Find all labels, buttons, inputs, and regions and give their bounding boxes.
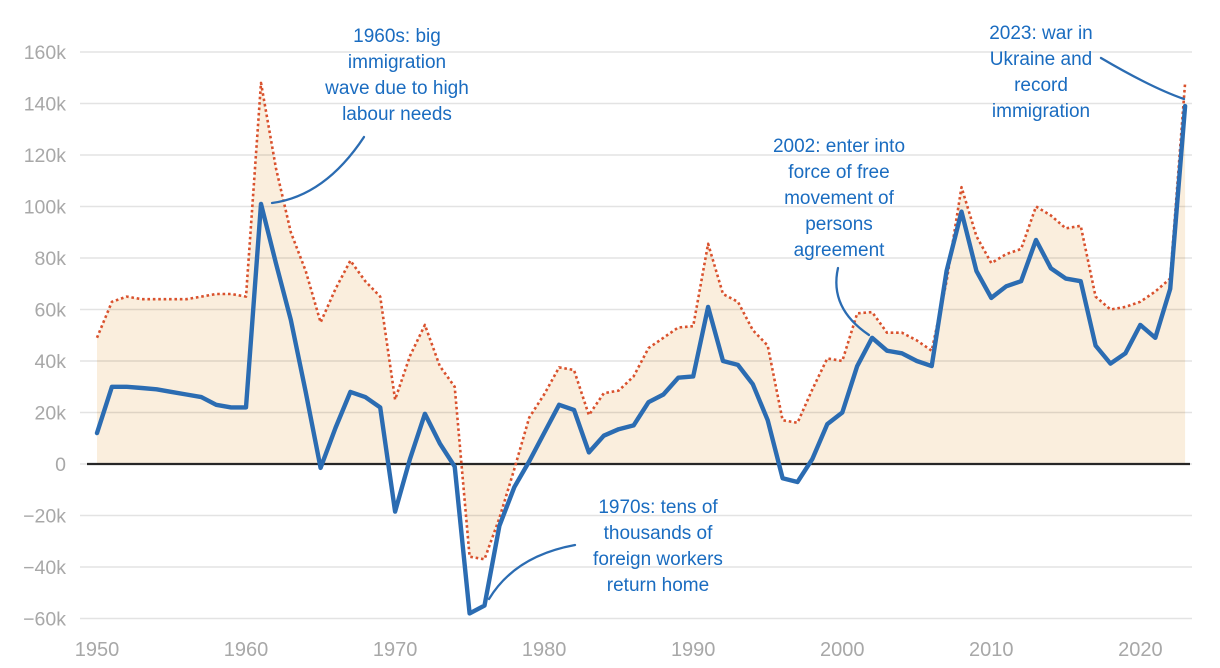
y-axis-label: 100k [24, 197, 67, 219]
x-axis-labels: 1950 1960 1970 1980 1990 2000 2010 2020 [75, 639, 1163, 661]
x-axis-label: 1990 [671, 639, 716, 661]
x-axis-label: 2000 [820, 639, 865, 661]
y-axis-label: −20k [23, 506, 66, 528]
x-axis-label: 1970 [373, 639, 418, 661]
annotation-pointer-1970s [487, 543, 577, 601]
y-axis-label: 80k [35, 248, 67, 270]
y-axis-label: −40k [23, 557, 66, 579]
y-axis-label: 0 [55, 454, 66, 476]
annotation-pointer-2002 [835, 266, 871, 337]
x-axis-label: 1950 [75, 639, 120, 661]
annotation-pointer-2023 [1099, 56, 1186, 101]
y-axis-label: 40k [35, 351, 67, 373]
x-axis-label: 1980 [522, 639, 567, 661]
y-axis-label: 140k [24, 94, 67, 116]
y-axis-label: 160k [24, 42, 67, 64]
y-axis-label: 20k [35, 403, 67, 425]
gridlines [80, 51, 1192, 620]
net-migration-line [94, 103, 1188, 616]
x-axis-label: 2010 [969, 639, 1014, 661]
y-axis-label: −60k [23, 609, 66, 631]
immigration-dotted-line [95, 81, 1187, 561]
y-axis-labels: 160k 140k 120k 100k 80k 60k 40k 20k 0 −20k −40k −60… [23, 42, 66, 631]
x-axis-label: 2020 [1118, 639, 1163, 661]
y-axis-label: 120k [24, 145, 67, 167]
x-axis-label: 1960 [224, 639, 269, 661]
immigration-area [97, 82, 1186, 560]
annotation-pointer-1960s [270, 135, 366, 205]
y-axis-label: 60k [35, 300, 67, 322]
